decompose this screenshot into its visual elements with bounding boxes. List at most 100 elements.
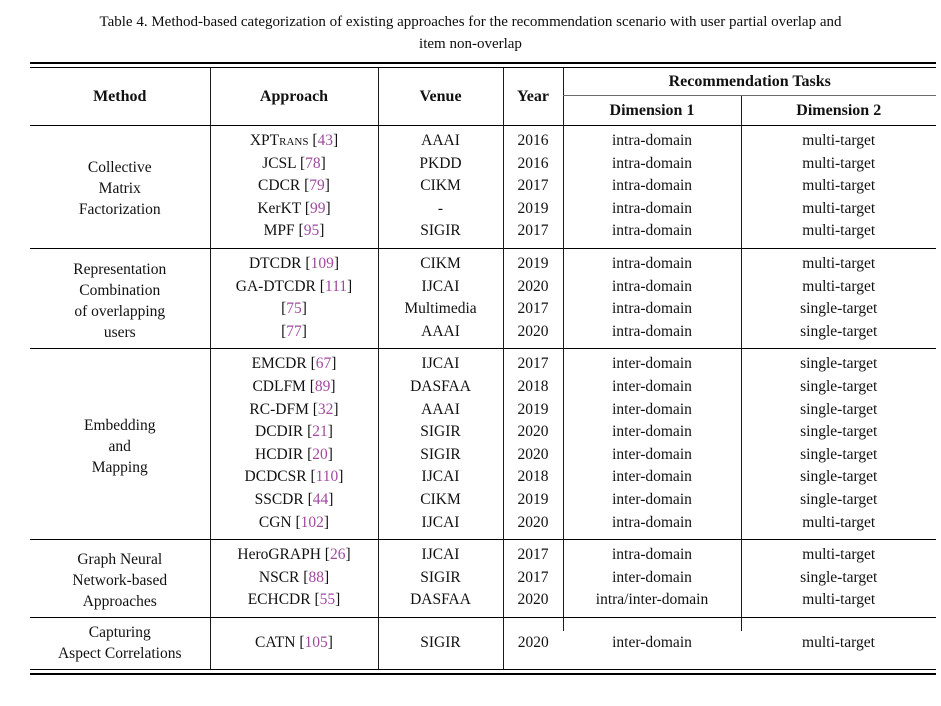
table-row: Collective Matrix Factorization XPTrans … [30, 125, 936, 218]
citation-ref[interactable]: 88 [308, 568, 324, 586]
dimension-2-cell: single-target [740, 443, 936, 467]
method-group-label: Representation Combination of overlappin… [73, 260, 167, 341]
dimension-1-cell: intra-domain [562, 320, 741, 349]
citation-bracket: [ [303, 423, 313, 441]
venue-cell: CIKM [377, 488, 503, 512]
citation-bracket: [ [306, 468, 316, 486]
approach-cell: MPF [95] [209, 220, 378, 249]
citation-bracket: [ [296, 154, 306, 172]
year-cell: 2019 [502, 197, 563, 221]
citation-ref[interactable]: 105 [304, 633, 328, 651]
dimension-2-cell: multi-target [740, 617, 936, 669]
citation-ref[interactable]: 78 [305, 154, 321, 172]
venue-cell: CIKM [377, 175, 503, 198]
venue-cell: PKDD [377, 152, 503, 176]
citation-ref[interactable]: 89 [314, 377, 331, 395]
citation-ref[interactable]: 77 [286, 322, 302, 340]
citation-bracket: [ [306, 355, 316, 373]
year-cell: 2017 [502, 348, 563, 376]
dimension-2-cell: single-target [740, 566, 936, 590]
approach-cell: CATN [105] [209, 617, 378, 669]
approach-name: MPF [263, 222, 295, 240]
approach-name: ECHCDR [247, 591, 311, 609]
citation-bracket: ] [328, 490, 334, 508]
citation-ref[interactable]: 20 [312, 445, 328, 463]
approach-cell: CDLFM [89] [209, 375, 378, 399]
citation-ref[interactable]: 32 [317, 400, 334, 418]
dimension-1-cell: inter-domain [562, 466, 741, 489]
venue-cell: IJCAI [377, 348, 503, 376]
venue-cell: AAAI [377, 320, 503, 349]
citation-bracket: ] [301, 322, 307, 340]
venue-cell: AAAI [377, 125, 503, 153]
venue-cell: SIGIR [377, 617, 503, 669]
approach-cell: CDCR [79] [209, 175, 378, 198]
approach-cell: JCSL [78] [209, 152, 378, 176]
citation-bracket: ] [327, 633, 333, 651]
approach-name: JCSL [262, 154, 297, 172]
dimension-2-cell: single-target [740, 398, 936, 422]
table-row: GA-DTCDR [111] IJCAI 2020 intra-domain m… [30, 275, 936, 299]
citation-bracket: [ [310, 591, 320, 609]
table-4: Method Approach Venue Year Recommendatio… [30, 62, 936, 675]
citation-bracket: [ [281, 300, 287, 318]
citation-bracket: ] [333, 400, 339, 418]
table-row: SSCDR [44] CIKM 2019 inter-domain single… [30, 488, 936, 512]
dimension-1-cell: intra-domain [562, 539, 741, 567]
citation-ref[interactable]: 43 [317, 132, 334, 149]
citation-ref[interactable]: 67 [315, 355, 332, 373]
venue-cell: CIKM [377, 248, 503, 276]
approach-name: NSCR [258, 568, 300, 586]
year-cell: 2019 [502, 398, 563, 422]
dimension-2-cell: multi-target [740, 589, 936, 618]
citation-bracket: ] [327, 423, 333, 441]
citation-ref[interactable]: 44 [312, 490, 329, 508]
citation-ref[interactable]: 75 [286, 300, 302, 318]
table-row: HCDIR [20] SIGIR 2020 inter-domain singl… [30, 443, 936, 467]
approach-cell: GA-DTCDR [111] [209, 275, 378, 299]
citation-ref[interactable]: 110 [315, 468, 339, 486]
bottom-rule [30, 668, 936, 675]
citation-ref[interactable]: 109 [310, 254, 334, 272]
group-representation-combination: Representation Combination of overlappin… [30, 248, 936, 349]
citation-bracket: ] [324, 177, 330, 195]
dimension-2-cell: multi-target [740, 220, 936, 249]
table-row: ECHCDR [55] DASFAA 2020 intra/inter-doma… [30, 589, 936, 618]
dimension-2-cell: single-target [740, 320, 936, 349]
citation-ref[interactable]: 111 [324, 277, 348, 295]
citation-ref[interactable]: 95 [303, 222, 320, 240]
citation-ref[interactable]: 21 [312, 423, 328, 441]
citation-bracket: ] [327, 445, 333, 463]
table-header: Method Approach Venue Year Recommendatio… [30, 68, 936, 126]
table-row: CDLFM [89] DASFAA 2018 inter-domain sing… [30, 375, 936, 399]
year-cell: 2020 [502, 443, 563, 467]
dimension-2-cell: single-target [740, 488, 936, 512]
citation-bracket: ] [301, 300, 307, 318]
approach-name: CDCR [258, 177, 301, 195]
citation-bracket: ] [331, 355, 337, 373]
dimension-1-cell: intra/inter-domain [562, 589, 741, 618]
citation-bracket: [ [295, 633, 305, 651]
citation-bracket: ] [333, 254, 339, 272]
year-cell: 2020 [502, 617, 563, 669]
year-cell: 2020 [502, 511, 563, 540]
citation-ref[interactable]: 79 [309, 177, 325, 195]
citation-ref[interactable]: 102 [300, 513, 324, 531]
citation-bracket: [ [320, 546, 330, 564]
dimension-1-cell: intra-domain [562, 197, 741, 221]
venue-cell: IJCAI [377, 466, 503, 489]
citation-bracket: ] [320, 154, 326, 172]
dimension-1-cell: intra-domain [562, 275, 741, 299]
approach-cell: DTCDR [109] [209, 248, 378, 276]
citation-bracket: ] [319, 222, 325, 240]
citation-ref[interactable]: 99 [310, 199, 326, 217]
citation-ref[interactable]: 26 [329, 546, 346, 564]
dimension-1-cell: intra-domain [562, 125, 741, 153]
citation-bracket: ] [333, 132, 339, 149]
approach-cell: XPTrans [43] [209, 125, 378, 153]
citation-ref[interactable]: 55 [319, 591, 336, 609]
header-row-1: Method Approach Venue Year Recommendatio… [30, 68, 936, 126]
col-header-dimension-1: Dimension 1 [562, 95, 741, 126]
group-embedding-and-mapping: Embedding and Mapping EMCDR [67] IJCAI 2… [30, 348, 936, 540]
citation-bracket: [ [315, 277, 325, 295]
